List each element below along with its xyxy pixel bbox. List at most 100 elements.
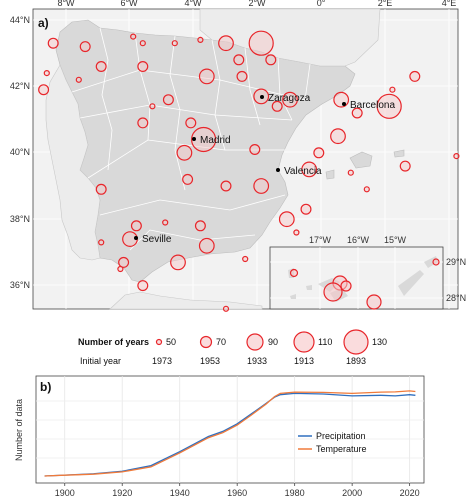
fuerteventura-landmass (398, 270, 424, 296)
lat-tick: 38°N (10, 214, 30, 224)
station-marker (253, 178, 270, 194)
legend-size-title: Number of years (78, 337, 149, 347)
station-marker (185, 117, 197, 129)
lon-tick: 4°E (442, 0, 457, 8)
station-marker (198, 68, 215, 85)
y-axis-label: Number of data (14, 399, 24, 461)
station-marker (191, 126, 217, 153)
chart-gridlines (36, 376, 424, 483)
station-marker (137, 60, 149, 72)
station-marker (376, 93, 402, 119)
legend-initial-1953: 1953 (200, 356, 220, 366)
station-marker (218, 35, 234, 52)
station-marker (198, 237, 215, 254)
lon-tick: 4°W (184, 0, 202, 8)
city-dot-madrid (192, 137, 196, 141)
gomera-landmass (306, 285, 312, 290)
legend-years-70: 70 (216, 337, 226, 347)
station-marker (130, 33, 137, 40)
ibiza-landmass (325, 169, 335, 180)
city-label-madrid: Madrid (200, 135, 231, 146)
series-line-temperature (44, 390, 416, 477)
station-marker (95, 183, 107, 195)
station-marker (233, 54, 245, 66)
station-marker (38, 84, 50, 96)
city-label-valencia: Valencia (284, 166, 322, 177)
x-tick-label: 1960 (227, 488, 247, 498)
inset-lat-tick: 29°N (446, 257, 466, 267)
station-marker (271, 100, 283, 112)
lat-tick: 42°N (10, 81, 30, 91)
hierro-landmass (290, 294, 296, 299)
station-marker (222, 305, 230, 312)
station-marker (47, 37, 59, 49)
station-marker (79, 41, 91, 53)
canary-inset: 17°W 16°W 15°W 29°N 28°N (269, 235, 466, 310)
x-tick-label: 1940 (170, 488, 190, 498)
station-marker (366, 294, 382, 310)
x-tick-label: 1920 (112, 488, 132, 498)
panel-a-label: a) (38, 16, 49, 30)
station-marker (409, 70, 421, 82)
station-marker (300, 203, 312, 215)
legend-years-50: 50 (166, 337, 176, 347)
station-marker (95, 60, 107, 72)
station-marker (75, 76, 82, 83)
station-marker (171, 40, 178, 47)
panel-a: 8°W 6°W 4°W 2°W 0° 2°E 4°E 44°N 42°N 40°… (10, 0, 466, 312)
lon-tick: 6°W (120, 0, 138, 8)
station-marker (289, 268, 299, 278)
station-marker (351, 107, 363, 119)
mallorca-landmass (349, 151, 373, 169)
station-marker (242, 255, 249, 263)
city-dot-seville (134, 236, 138, 240)
station-marker (363, 186, 370, 193)
france-landmass (199, 8, 381, 67)
legend-initial-1913: 1913 (294, 356, 314, 366)
inset-lon-tick: 15°W (384, 235, 407, 245)
chart-legend: Precipitation Temperature (298, 431, 367, 454)
x-tick-label: 1980 (285, 488, 305, 498)
inset-stations (289, 258, 440, 310)
legend-initial-1893: 1893 (346, 356, 366, 366)
station-marker (278, 211, 295, 228)
panel-b-label: b) (40, 380, 51, 394)
station-marker (162, 219, 169, 226)
inset-lon-tick: 16°W (347, 235, 370, 245)
station-marker (137, 117, 149, 129)
legend-years-90: 90 (268, 337, 278, 347)
legend-initial-1933: 1933 (247, 356, 267, 366)
size-legend: Number of years Initial year 50 1973 70 … (78, 329, 387, 366)
city-label-zaragoza: Zaragoza (268, 93, 311, 104)
station-marker (236, 70, 248, 82)
x-tick-label: 2000 (342, 488, 362, 498)
legend-circle-50 (155, 338, 163, 346)
station-marker (137, 280, 149, 292)
city-dot-valencia (276, 168, 280, 172)
station-marker (330, 128, 346, 145)
station-marker (98, 239, 105, 246)
menorca-landmass (393, 149, 405, 158)
chart-x-ticks: 1900 1920 1940 1960 1980 2000 2020 (55, 483, 420, 498)
legend-circle-90 (246, 333, 264, 351)
x-tick-label: 1900 (55, 488, 75, 498)
lat-ticks: 44°N 42°N 40°N 38°N 36°N (10, 15, 30, 290)
station-marker (182, 173, 194, 185)
legend-initial-title: Initial year (80, 356, 121, 366)
legend-label-temperature: Temperature (316, 444, 367, 454)
station-marker (313, 147, 325, 159)
lat-tick: 40°N (10, 147, 30, 157)
station-marker (249, 144, 261, 156)
city-markers: Zaragoza Barcelona Madrid Valencia Sevil… (134, 93, 395, 245)
portugal-landmass (45, 64, 101, 261)
station-marker (176, 144, 193, 161)
station-marker (265, 54, 277, 66)
station-marker (301, 161, 318, 178)
station-marker (389, 86, 396, 93)
city-label-seville: Seville (142, 234, 172, 245)
station-marker (139, 40, 146, 47)
station-marker (197, 36, 204, 44)
station-marker (162, 94, 174, 106)
station-marker (282, 91, 298, 108)
